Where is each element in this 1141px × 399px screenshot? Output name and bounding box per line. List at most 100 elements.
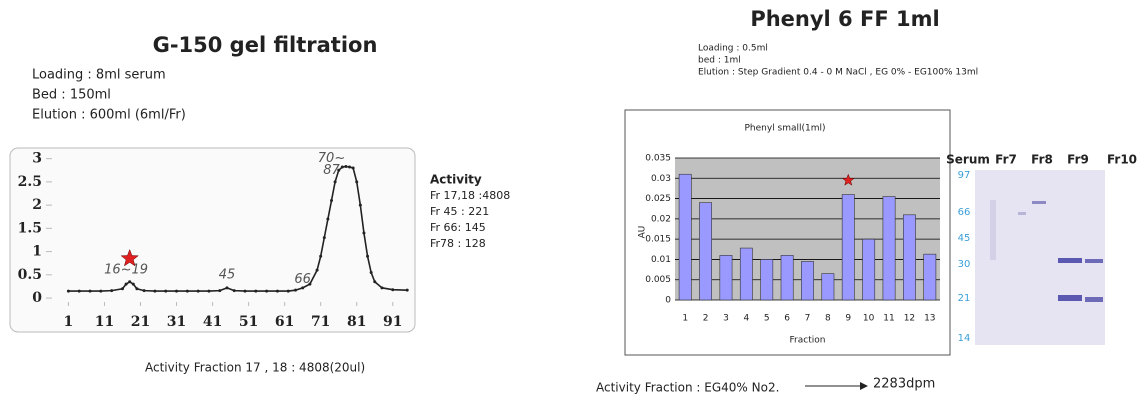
y-tick-label: 2 (32, 197, 42, 213)
point (366, 255, 369, 258)
bar (903, 215, 915, 300)
x-tick-label: 41 (203, 314, 222, 330)
marker-label: 66 (958, 207, 971, 218)
annotation: 45 (219, 267, 236, 282)
x-tick-label: 6 (784, 314, 790, 324)
y-tick-label: 0.01 (651, 255, 671, 265)
right-title: Phenyl 6 FF 1ml (750, 7, 939, 31)
y-tick-label: 0.005 (645, 275, 671, 285)
x-tick-label: 10 (863, 314, 875, 324)
point (326, 218, 329, 221)
x-tick-label: 1 (682, 314, 688, 324)
point (99, 290, 102, 293)
bar (863, 239, 875, 300)
y-tick-label: 0.5 (18, 267, 42, 283)
point (362, 232, 365, 235)
y-tick-label: 0.025 (645, 194, 671, 204)
point (287, 290, 290, 293)
point (225, 286, 228, 289)
point (373, 280, 376, 283)
point (110, 289, 113, 292)
lane-label: Fr9 (1067, 153, 1089, 167)
point (254, 290, 257, 293)
point (132, 283, 135, 286)
annotation: 66 (294, 272, 311, 287)
point (89, 290, 92, 293)
marker-label: 97 (958, 170, 971, 181)
marker-label: 14 (958, 333, 971, 344)
point (244, 290, 247, 293)
point (380, 286, 383, 289)
point (207, 290, 210, 293)
point (334, 180, 337, 183)
note: Elution : 600ml (6ml/Fr) (32, 108, 186, 123)
point (265, 290, 268, 293)
activity-head: Activity (430, 173, 482, 187)
bar (720, 255, 732, 300)
y-tick-label: 0.015 (645, 235, 671, 245)
chart-title: Phenyl small(1ml) (744, 124, 825, 134)
point (323, 236, 326, 239)
point (406, 289, 409, 292)
x-tick-label: 9 (845, 314, 851, 324)
lane-label: Fr8 (1031, 153, 1053, 167)
point (316, 269, 319, 272)
footer: Activity Fraction : EG40% No2. (596, 381, 779, 395)
point (197, 290, 200, 293)
y-tick-label: 0 (665, 296, 671, 306)
bar (822, 274, 834, 300)
bar (842, 195, 854, 300)
point (359, 204, 362, 207)
x-tick-label: 3 (723, 314, 729, 324)
bar (740, 248, 752, 300)
x-tick-label: 11 (95, 314, 114, 330)
activity: Fr78 : 128 (430, 237, 486, 250)
bar (801, 261, 813, 300)
bar (924, 254, 936, 300)
point (348, 166, 351, 169)
y-tick-label: 0 (32, 290, 42, 306)
bar (883, 197, 895, 300)
x-tick-label: 1 (64, 314, 74, 330)
y-tick-label: 0.035 (645, 154, 671, 164)
bar (699, 203, 711, 300)
bar (679, 174, 691, 300)
y-tick-label: 0.02 (651, 214, 671, 224)
point (294, 289, 297, 292)
activity: Fr 17,18 :4808 (430, 189, 510, 202)
point (143, 289, 146, 292)
point (391, 288, 394, 291)
arrow-head (860, 382, 868, 390)
x-tick-label: 8 (825, 314, 831, 324)
x-tick-label: 51 (239, 314, 258, 330)
x-axis-label: Fraction (790, 336, 826, 346)
point (186, 290, 189, 293)
y-tick-label: 1 (32, 244, 42, 260)
point (153, 290, 156, 293)
x-tick-label: 4 (743, 314, 749, 324)
x-tick-label: 91 (383, 314, 402, 330)
y-tick-label: 1.5 (18, 220, 42, 236)
note: Loading : 0.5ml (698, 44, 768, 54)
point (121, 287, 124, 290)
annotation: 87 (323, 163, 340, 178)
x-tick-label: 11 (883, 314, 894, 324)
left-title: G-150 gel filtration (153, 33, 378, 57)
marker-label: 30 (958, 259, 971, 270)
point (276, 290, 279, 293)
y-tick-label: 3 (32, 151, 42, 167)
bar (781, 255, 793, 300)
point (78, 290, 81, 293)
point (355, 180, 358, 183)
point (319, 255, 322, 258)
x-tick-label: 2 (703, 314, 709, 324)
point (218, 289, 221, 292)
x-tick-label: 21 (131, 314, 150, 330)
x-tick-label: 81 (347, 314, 366, 330)
point (370, 271, 373, 274)
point (135, 287, 138, 290)
y-tick-label: 0.03 (651, 174, 671, 184)
lane-label: Fr10 (1107, 153, 1137, 167)
note: Loading : 8ml serum (32, 68, 166, 83)
point (352, 166, 355, 169)
